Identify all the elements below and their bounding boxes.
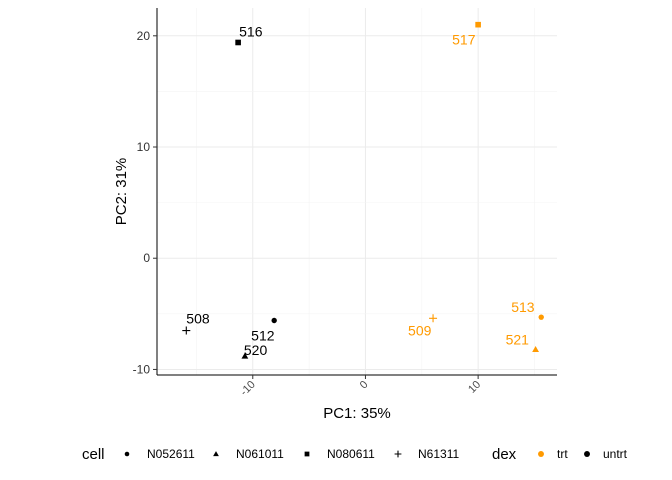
point-label-517: 517 [452, 32, 476, 48]
ticks: -10 0 10 20 -10 0 10 [133, 29, 484, 399]
legend-cell-label: N080611 [327, 447, 375, 461]
axes [156, 8, 557, 376]
legend-dex-title: dex [492, 446, 517, 463]
legend: cell dex N052611 N061011 N080611 N61311 trt u… [82, 446, 628, 463]
legend-cell-key-N061011 [213, 451, 219, 457]
legend-dex-key-trt [538, 451, 544, 457]
data-point-517 [475, 21, 481, 28]
grid [157, 8, 557, 375]
legend-cell-key-N61311 [394, 450, 402, 458]
data-point-512 [271, 317, 277, 324]
legend-dex-key-untrt [584, 451, 590, 457]
legend-cell-title: cell [82, 446, 105, 463]
data-point-521 [532, 346, 539, 352]
y-axis-title: PC2: 31% [113, 158, 130, 226]
point-label-508: 508 [186, 311, 210, 327]
point-label-513: 513 [511, 299, 535, 315]
data-point-520 [241, 352, 249, 359]
y-tick-label: 10 [137, 140, 151, 154]
point-label-521: 521 [506, 331, 530, 347]
point-label-516: 516 [239, 23, 263, 39]
x-axis-title: PC1: 35% [323, 405, 391, 422]
y-tick-label: 0 [143, 251, 150, 265]
point-label-509: 509 [408, 322, 432, 338]
legend-dex-label: trt [557, 447, 568, 461]
legend-dex-label: untrt [603, 447, 628, 461]
x-tick-label: 0 [358, 379, 371, 392]
data-point-508 [182, 326, 191, 335]
x-tick-label: -10 [238, 379, 258, 399]
data-point-513 [538, 314, 544, 320]
legend-cell-key-N080611 [304, 451, 310, 457]
legend-cell-label: N052611 [147, 447, 195, 461]
x-tick-label: 10 [466, 379, 483, 396]
y-tick-label: 20 [137, 29, 151, 43]
legend-cell-label: N061011 [236, 447, 284, 461]
point-label-520: 520 [244, 342, 268, 358]
data-point-516 [235, 39, 241, 46]
y-tick-label: -10 [133, 362, 151, 376]
point-label-512: 512 [251, 328, 275, 344]
data-point-509 [429, 314, 438, 323]
legend-cell-label: N61311 [418, 447, 459, 461]
legend-cell-key-N052611 [124, 451, 130, 457]
